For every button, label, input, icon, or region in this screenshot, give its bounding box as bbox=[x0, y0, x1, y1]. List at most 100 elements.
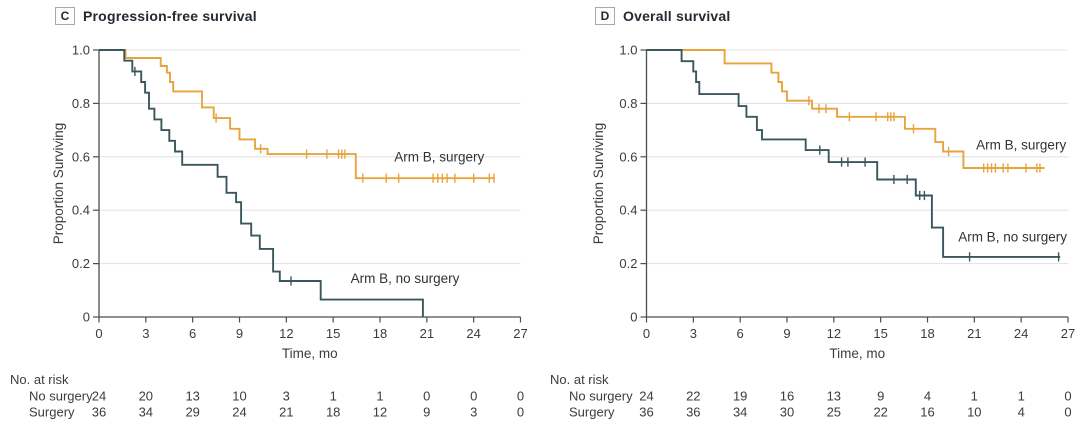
x-tick-label: 3 bbox=[690, 326, 697, 341]
risk-value: 34 bbox=[139, 405, 153, 420]
y-axis-title: Proportion Surviving bbox=[591, 123, 606, 245]
risk-value: 1 bbox=[971, 389, 978, 404]
risk-value: 1 bbox=[1018, 389, 1025, 404]
y-tick-label: 0.8 bbox=[619, 96, 637, 111]
risk-value: 1 bbox=[376, 389, 383, 404]
risk-value: 9 bbox=[877, 389, 884, 404]
censor-ticks-arm-b-no-surgery bbox=[819, 145, 1060, 262]
censor-ticks-arm-b-surgery bbox=[808, 96, 1041, 173]
risk-row-label-surgery: Surgery bbox=[569, 405, 615, 420]
risk-row-label-no-surgery: No surgery bbox=[29, 389, 93, 404]
risk-row-label-no-surgery: No surgery bbox=[569, 389, 633, 404]
y-tick-label: 0.8 bbox=[72, 96, 90, 111]
risk-value: 9 bbox=[423, 405, 430, 420]
panel-letter-box: C bbox=[55, 7, 75, 25]
risk-value: 12 bbox=[373, 405, 387, 420]
axes bbox=[93, 49, 522, 323]
panel-title: Progression-free survival bbox=[83, 8, 257, 24]
x-tick-label: 0 bbox=[643, 326, 650, 341]
x-tick-label: 27 bbox=[1061, 326, 1075, 341]
risk-value: 19 bbox=[733, 389, 747, 404]
risk-value: 36 bbox=[639, 405, 653, 420]
risk-value: 16 bbox=[920, 405, 934, 420]
curve-label-arm-b-no-surgery: Arm B, no surgery bbox=[351, 271, 460, 286]
censor-ticks-arm-b-no-surgery bbox=[134, 66, 292, 286]
y-tick-label: 0 bbox=[83, 310, 90, 325]
risk-value: 16 bbox=[780, 389, 794, 404]
km-curve-arm-b-surgery bbox=[646, 49, 1045, 169]
risk-value: 24 bbox=[92, 389, 106, 404]
risk-value: 22 bbox=[686, 389, 700, 404]
gridlines bbox=[99, 49, 521, 265]
axes bbox=[640, 49, 1069, 323]
km-curve-arm-b-no-surgery bbox=[99, 49, 424, 317]
censor-ticks-arm-b-surgery bbox=[215, 113, 495, 183]
risk-value: 36 bbox=[92, 405, 106, 420]
panel-d-header: D Overall survival bbox=[595, 7, 731, 25]
y-tick-label: 0.6 bbox=[619, 149, 637, 164]
y-tick-label: 1.0 bbox=[619, 43, 637, 58]
x-tick-label: 18 bbox=[920, 326, 934, 341]
risk-value: 4 bbox=[1018, 405, 1025, 420]
series-arm-b-surgery bbox=[646, 49, 1045, 173]
risk-value: 24 bbox=[639, 389, 653, 404]
risk-value: 13 bbox=[185, 389, 199, 404]
risk-value: 21 bbox=[279, 405, 293, 420]
x-tick-label: 9 bbox=[783, 326, 790, 341]
risk-value: 29 bbox=[185, 405, 199, 420]
x-tick-label: 9 bbox=[236, 326, 243, 341]
risk-value: 0 bbox=[423, 389, 430, 404]
y-axis-title: Proportion Surviving bbox=[51, 123, 66, 245]
x-tick-label: 0 bbox=[95, 326, 102, 341]
y-tick-label: 0.2 bbox=[72, 256, 90, 271]
risk-value: 36 bbox=[686, 405, 700, 420]
km-curve-arm-b-surgery bbox=[99, 49, 495, 180]
risk-value: 3 bbox=[470, 405, 477, 420]
risk-value: 4 bbox=[924, 389, 931, 404]
curve-label-arm-b-no-surgery: Arm B, no surgery bbox=[958, 229, 1067, 244]
x-tick-label: 12 bbox=[279, 326, 293, 341]
x-tick-label: 6 bbox=[189, 326, 196, 341]
panel-title: Overall survival bbox=[623, 8, 731, 24]
pfs-km-chart: Arm B, surgery Arm B, no surgery 0 3 6 9 12 15 1… bbox=[0, 0, 540, 431]
risk-value: 1 bbox=[330, 389, 337, 404]
panel-overall-survival: D Overall survival Arm B, surgery Arm B, … bbox=[540, 0, 1080, 431]
risk-value: 0 bbox=[1064, 405, 1071, 420]
x-axis-title: Time, mo bbox=[829, 346, 885, 361]
risk-value: 0 bbox=[470, 389, 477, 404]
x-tick-label: 24 bbox=[1014, 326, 1028, 341]
x-tick-label: 21 bbox=[967, 326, 981, 341]
risk-value: 10 bbox=[232, 389, 246, 404]
risk-value: 22 bbox=[873, 405, 887, 420]
panel-letter-box: D bbox=[595, 7, 615, 25]
x-tick-label: 3 bbox=[142, 326, 149, 341]
risk-value: 25 bbox=[827, 405, 841, 420]
curve-label-arm-b-surgery: Arm B, surgery bbox=[976, 137, 1066, 152]
series-arm-b-no-surgery bbox=[646, 49, 1061, 262]
x-tick-label: 6 bbox=[737, 326, 744, 341]
x-tick-label: 15 bbox=[326, 326, 340, 341]
risk-value: 24 bbox=[232, 405, 246, 420]
risk-table-title: No. at risk bbox=[550, 372, 609, 387]
risk-value: 30 bbox=[780, 405, 794, 420]
x-tick-label: 21 bbox=[420, 326, 434, 341]
panel-c-header: C Progression-free survival bbox=[55, 7, 257, 25]
series-arm-b-surgery bbox=[99, 49, 495, 183]
y-tick-label: 0.6 bbox=[72, 149, 90, 164]
risk-value: 0 bbox=[517, 389, 524, 404]
x-tick-label: 15 bbox=[873, 326, 887, 341]
x-tick-label: 12 bbox=[827, 326, 841, 341]
risk-value: 20 bbox=[139, 389, 153, 404]
risk-value: 3 bbox=[283, 389, 290, 404]
risk-value: 18 bbox=[326, 405, 340, 420]
series-arm-b-no-surgery bbox=[99, 49, 424, 317]
y-tick-label: 0.2 bbox=[619, 256, 637, 271]
panel-progression-free-survival: C Progression-free survival Arm B, surge… bbox=[0, 0, 540, 431]
risk-value: 34 bbox=[733, 405, 747, 420]
x-tick-label: 18 bbox=[373, 326, 387, 341]
y-tick-label: 0 bbox=[630, 310, 637, 325]
